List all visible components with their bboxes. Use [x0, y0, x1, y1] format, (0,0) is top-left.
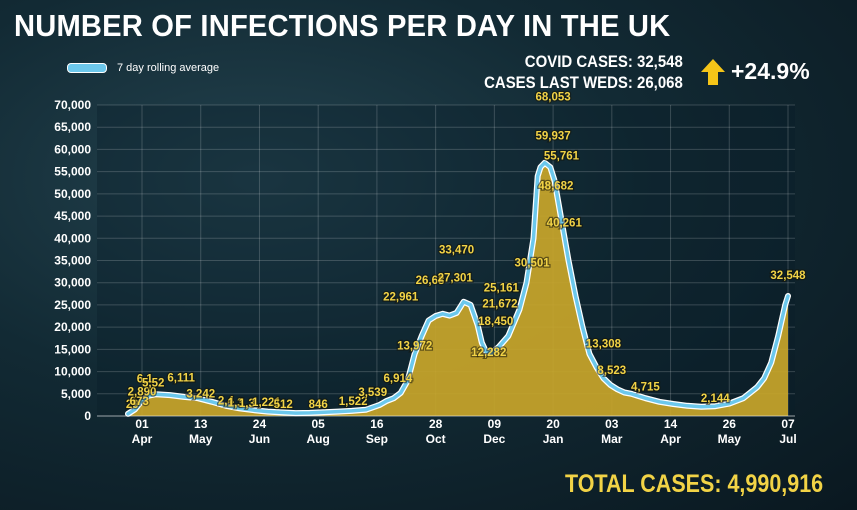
- x-tick-label: May: [189, 432, 213, 446]
- x-tick-label: Jun: [249, 432, 270, 446]
- data-label: 673: [130, 396, 149, 408]
- data-label: 68,053: [535, 92, 570, 104]
- data-label: 29: [126, 399, 139, 411]
- x-tick-label: 01: [135, 417, 149, 431]
- x-tick-label: 16: [370, 417, 384, 431]
- x-tick-label: Sep: [366, 432, 388, 446]
- x-tick-label: Jan: [543, 432, 564, 446]
- data-label: 48,682: [538, 180, 573, 192]
- y-tick-label: 40,000: [54, 231, 91, 245]
- x-tick-label: Mar: [601, 432, 623, 446]
- data-label: 27,301: [438, 272, 474, 284]
- x-tick-label: Dec: [483, 432, 505, 446]
- x-tick-label: Apr: [660, 432, 681, 446]
- data-label: 8,523: [597, 365, 626, 377]
- data-label: 55,761: [544, 151, 580, 163]
- legend-label: 7 day rolling average: [117, 62, 220, 74]
- y-tick-label: 35,000: [54, 254, 91, 268]
- data-label: 26,68: [416, 275, 445, 287]
- x-tick-label: 03: [605, 417, 619, 431]
- x-tick-label: May: [718, 432, 742, 446]
- stats-block: COVID CASES: 32,548 CASES LAST WEDS: 26,…: [484, 51, 683, 93]
- y-tick-label: 10,000: [54, 365, 91, 379]
- rolling-average-line: [126, 161, 790, 416]
- x-tick-label: Apr: [132, 432, 153, 446]
- y-tick-label: 15,000: [54, 342, 91, 356]
- data-label: 2,890: [128, 387, 157, 399]
- data-label: 40,261: [547, 218, 583, 230]
- data-label: 13,972: [397, 340, 432, 352]
- change-percent: +24.9%: [731, 58, 810, 84]
- chart-title: NUMBER OF INFECTIONS PER DAY IN THE UK: [14, 8, 671, 43]
- data-label: 2,144: [701, 393, 730, 405]
- x-tick-label: 20: [546, 417, 560, 431]
- data-label: 1,522: [339, 396, 368, 408]
- data-label: 18,450: [478, 316, 513, 328]
- data-label: 2,4: [218, 395, 235, 407]
- data-label: 59,937: [535, 131, 570, 143]
- data-label: 12,282: [471, 347, 506, 359]
- y-tick-label: 50,000: [54, 187, 91, 201]
- data-label: 3,539: [358, 387, 387, 399]
- x-tick-label: 05: [312, 417, 326, 431]
- data-label: 512: [274, 399, 293, 411]
- data-label: 13,308: [586, 339, 622, 351]
- y-tick-label: 60,000: [54, 142, 91, 156]
- x-tick-label: Oct: [426, 432, 446, 446]
- data-label: 6,1: [137, 374, 154, 386]
- x-tick-label: 13: [194, 417, 208, 431]
- data-label: 25,161: [484, 283, 520, 295]
- data-label: 1,3: [228, 398, 244, 410]
- x-tick-label: 24: [253, 417, 267, 431]
- data-label: 30,501: [515, 257, 551, 269]
- data-label: 1,221: [252, 397, 281, 409]
- y-tick-label: 70,000: [54, 98, 91, 112]
- up-arrow-icon: [701, 59, 725, 85]
- data-label: 4,715: [631, 382, 660, 394]
- legend-swatch: [67, 63, 107, 73]
- x-tick-label: 09: [488, 417, 502, 431]
- data-label: 22,961: [383, 291, 419, 303]
- data-label: 21,672: [482, 299, 517, 311]
- x-tick-label: 26: [723, 417, 737, 431]
- data-label: 3,242: [186, 388, 215, 400]
- data-label: 1,3: [239, 398, 255, 410]
- cases-area: [128, 162, 788, 416]
- data-label: 32,548: [770, 270, 806, 282]
- y-tick-label: 30,000: [54, 276, 91, 290]
- y-tick-label: 65,000: [54, 120, 91, 134]
- x-tick-label: 14: [664, 417, 678, 431]
- y-tick-label: 0: [84, 409, 91, 423]
- total-cases: TOTAL CASES: 4,990,916: [564, 470, 823, 498]
- data-label: 6,914: [383, 373, 412, 385]
- last-weds-stat: CASES LAST WEDS: 26,068: [484, 73, 683, 92]
- y-tick-label: 45,000: [54, 209, 91, 223]
- y-tick-label: 5,000: [61, 387, 91, 401]
- x-tick-label: Aug: [307, 432, 330, 446]
- data-label: 846: [309, 399, 328, 411]
- y-tick-label: 25,000: [54, 298, 91, 312]
- x-tick-label: 07: [781, 417, 795, 431]
- data-label: 5,52: [142, 378, 164, 390]
- legend: 7 day rolling average: [67, 62, 219, 74]
- data-label: 33,470: [439, 244, 474, 256]
- x-tick-label: Jul: [779, 432, 796, 446]
- y-tick-label: 55,000: [54, 165, 91, 179]
- covid-cases-stat: COVID CASES: 32,548: [525, 52, 683, 71]
- x-tick-label: 28: [429, 417, 443, 431]
- y-tick-label: 20,000: [54, 320, 91, 334]
- data-label: 6,111: [167, 372, 195, 384]
